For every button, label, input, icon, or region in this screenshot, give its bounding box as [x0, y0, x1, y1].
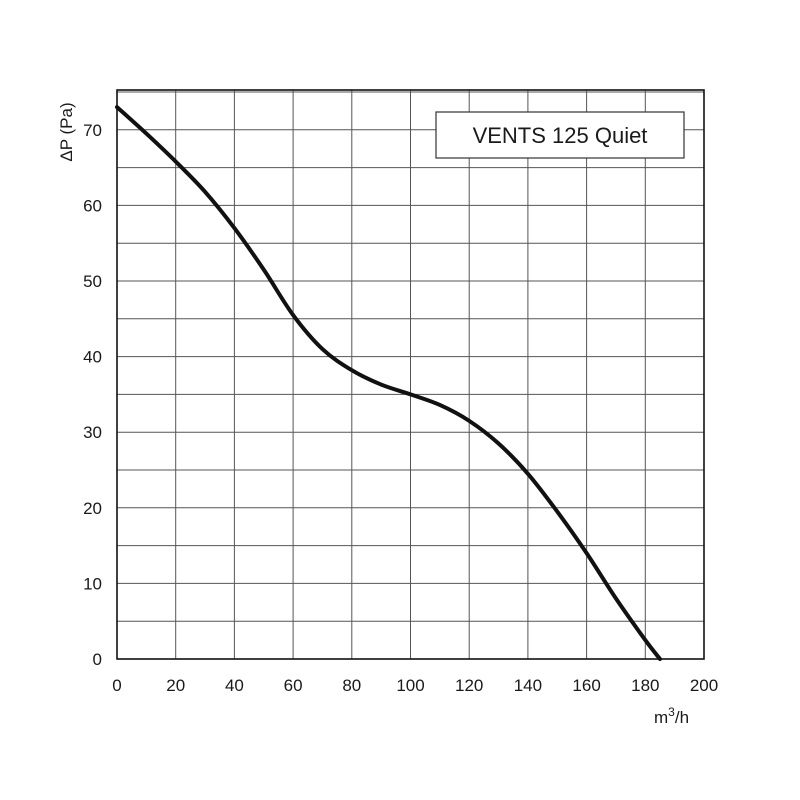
tick-labels: 0 20 40 60 80 100 120 140 160 180 200 0 10 20 30 40 50 60…: [83, 121, 718, 695]
grid: [117, 90, 704, 659]
x-tick-label: 180: [631, 676, 659, 695]
x-axis-title-superscript: 3: [668, 705, 675, 719]
x-axis-title-rest: /h: [675, 708, 689, 727]
x-tick-label: 160: [572, 676, 600, 695]
x-tick-label: 40: [225, 676, 244, 695]
y-tick-label: 70: [83, 121, 102, 140]
legend-box: VENTS 125 Quiet: [435, 111, 685, 159]
y-tick-label: 60: [83, 196, 102, 215]
x-tick-label: 60: [284, 676, 303, 695]
y-tick-label: 10: [83, 574, 102, 593]
y-tick-label: 30: [83, 423, 102, 442]
x-tick-label: 20: [166, 676, 185, 695]
x-tick-label: 140: [514, 676, 542, 695]
chart-title: VENTS 125 Quiet: [473, 123, 648, 148]
x-axis-title: m3/h: [654, 705, 689, 727]
y-axis-title: ΔP (Pa): [57, 102, 76, 161]
y-tick-label: 40: [83, 348, 102, 367]
x-tick-label: 0: [112, 676, 121, 695]
x-tick-label: 120: [455, 676, 483, 695]
x-axis-title-base: m: [654, 708, 668, 727]
x-tick-label: 100: [396, 676, 424, 695]
x-tick-label: 80: [342, 676, 361, 695]
legend-frame: [435, 111, 685, 159]
y-tick-label: 20: [83, 499, 102, 518]
series-line: [115, 105, 662, 661]
y-tick-label: 50: [83, 272, 102, 291]
y-tick-label: 0: [93, 650, 102, 669]
series-layer: [115, 105, 662, 661]
plot-frame: [116, 89, 705, 660]
x-tick-label: 200: [690, 676, 718, 695]
